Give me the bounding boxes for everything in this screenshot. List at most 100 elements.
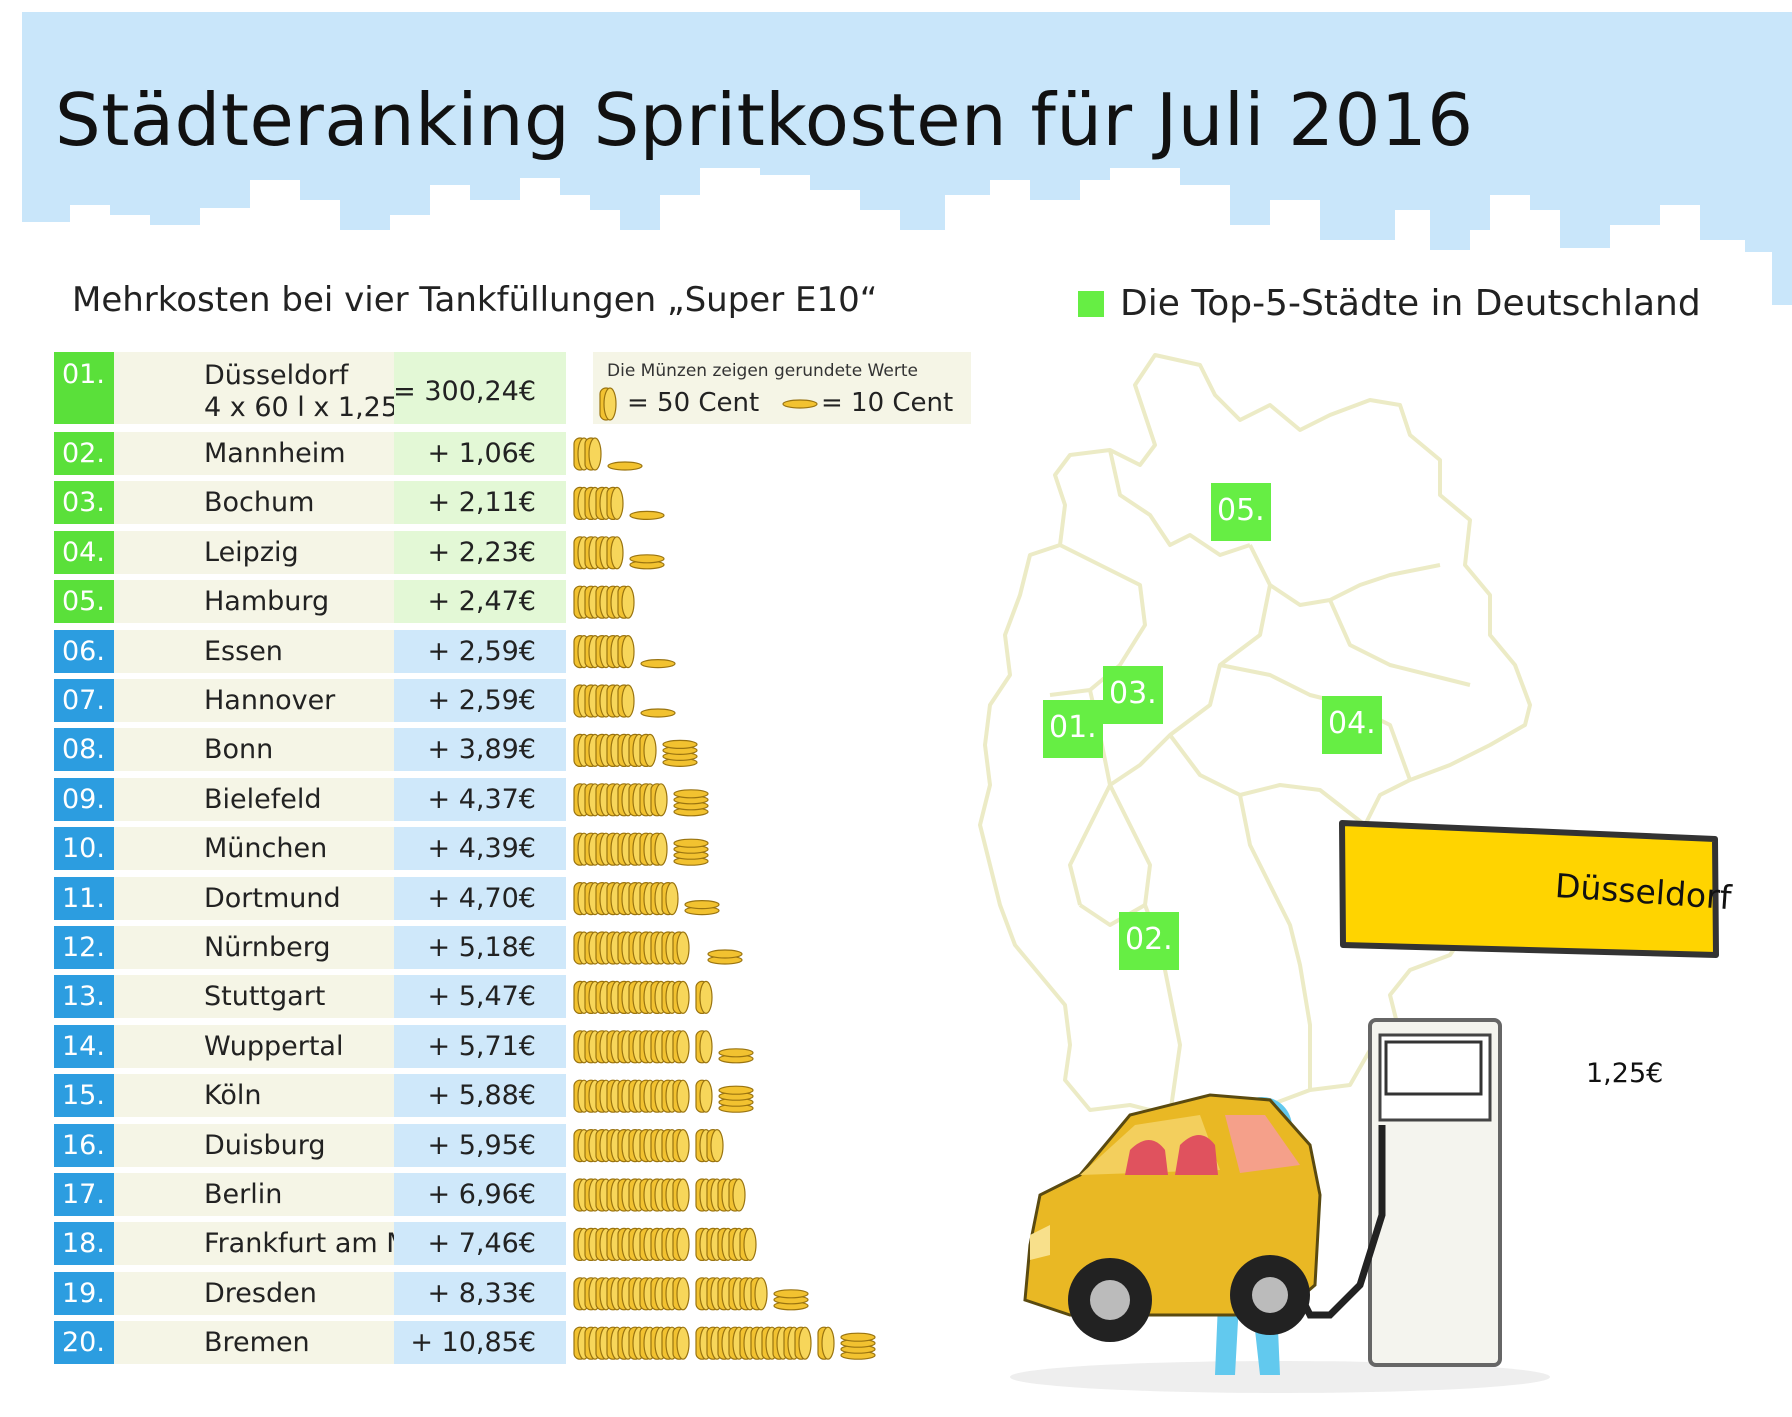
coin-50-cent bbox=[695, 1128, 713, 1163]
city-name: Bochum bbox=[204, 487, 315, 518]
coin-10-cent bbox=[673, 807, 709, 817]
rank-badge: 02. bbox=[54, 432, 114, 475]
car-icon bbox=[1023, 1093, 1322, 1342]
coin-50-cent bbox=[573, 684, 591, 718]
coin-10-cent bbox=[662, 745, 698, 756]
coin-10-cent bbox=[773, 1295, 809, 1305]
coin-50-cent bbox=[595, 1079, 613, 1113]
value-cell: + 2,59€ bbox=[394, 630, 566, 673]
green-square-icon bbox=[1078, 290, 1104, 317]
coin-50-cent bbox=[628, 1178, 646, 1212]
cost-value: + 5,18€ bbox=[427, 932, 536, 963]
city-cell: Wuppertal bbox=[114, 1025, 394, 1068]
cost-value: + 4,39€ bbox=[427, 833, 536, 864]
coin-50-cent bbox=[606, 881, 624, 916]
rank-badge: 06. bbox=[54, 630, 114, 673]
coin-10-cent bbox=[718, 1091, 754, 1101]
coin-50-cent bbox=[661, 1030, 679, 1064]
coin50-label: = 50 Cent bbox=[627, 388, 760, 418]
coin-50-cent bbox=[628, 1326, 646, 1360]
map-label-04: 04. bbox=[1322, 696, 1382, 754]
fuel-pump-icon bbox=[1286, 1018, 1502, 1367]
coin-10-cent bbox=[662, 751, 698, 762]
coin-50-cent bbox=[639, 931, 657, 965]
coin-50-cent bbox=[628, 783, 646, 817]
coin-50-cent bbox=[584, 1277, 602, 1311]
coin-50-cent bbox=[584, 980, 602, 1015]
coin-10-cent bbox=[773, 1289, 809, 1299]
coin-50-cent bbox=[650, 980, 668, 1015]
coin-50-cent bbox=[573, 585, 591, 619]
city-name: Duisburg bbox=[204, 1130, 326, 1161]
coin-50-cent bbox=[617, 1128, 635, 1163]
coin-50-cent bbox=[650, 1079, 668, 1113]
ranking-row: 09. Bielefeld + 4,37€ bbox=[54, 778, 566, 821]
rank-badge: 11. bbox=[54, 877, 114, 920]
coin-50-cent bbox=[573, 1178, 591, 1212]
city-cell: Bonn bbox=[114, 728, 394, 771]
coin-50-cent bbox=[639, 1178, 657, 1212]
coin-50-cent bbox=[661, 1326, 679, 1360]
coin-10-cent bbox=[707, 955, 743, 965]
coin-50-cent bbox=[717, 1227, 735, 1262]
coin-50-cent bbox=[606, 783, 624, 817]
coin-50-cent bbox=[695, 1030, 713, 1064]
value-cell: + 5,47€ bbox=[394, 975, 566, 1018]
cost-value: + 5,47€ bbox=[427, 981, 536, 1012]
coin-50-cent bbox=[794, 1326, 812, 1360]
coin-10-cent bbox=[662, 739, 698, 750]
coin-50-cent bbox=[650, 1277, 668, 1311]
coin-50-cent bbox=[573, 980, 591, 1015]
coin-10-cent bbox=[673, 789, 709, 799]
coin-50-cent bbox=[617, 1277, 635, 1311]
city-name: Berlin bbox=[204, 1179, 283, 1210]
rank-badge: 08. bbox=[54, 728, 114, 771]
coin-50-cent bbox=[573, 536, 591, 570]
coin-50-cent bbox=[761, 1326, 779, 1360]
coin-50-cent bbox=[695, 1277, 713, 1311]
coin-10-cent bbox=[718, 1054, 754, 1064]
value-cell: + 4,37€ bbox=[394, 778, 566, 821]
coin-50-cent bbox=[595, 733, 613, 768]
coin10-label: = 10 Cent bbox=[821, 388, 954, 418]
coin-50-cent bbox=[695, 1178, 713, 1212]
coin-10-cent bbox=[718, 1085, 754, 1095]
coin-50-cent bbox=[606, 634, 624, 669]
coin-50-cent bbox=[573, 1030, 591, 1064]
coin-50-cent bbox=[584, 931, 602, 965]
coin-50-cent bbox=[595, 931, 613, 965]
coin-50-cent bbox=[672, 1178, 690, 1212]
coin-50-cent bbox=[595, 1326, 613, 1360]
coin-50-cent bbox=[606, 1030, 624, 1064]
rank-badge: 17. bbox=[54, 1173, 114, 1216]
coin-50-cent bbox=[728, 1178, 746, 1212]
coin-50-cent bbox=[661, 1227, 679, 1262]
value-cell: + 8,33€ bbox=[394, 1272, 566, 1315]
ranking-row: 16. Duisburg + 5,95€ bbox=[54, 1124, 566, 1167]
coin-50-cent bbox=[617, 832, 635, 866]
coin-50-cent bbox=[650, 783, 668, 817]
city-cell: Bochum bbox=[114, 481, 394, 524]
cost-value: + 2,23€ bbox=[427, 537, 536, 568]
coin-50-cent bbox=[573, 832, 591, 866]
coin-50-cent bbox=[628, 881, 646, 916]
coin-50-cent bbox=[661, 980, 679, 1015]
cost-value: + 2,59€ bbox=[427, 636, 536, 667]
coin-50-cent bbox=[617, 733, 635, 768]
coin-10-cent bbox=[773, 1301, 809, 1311]
coin-10-cent bbox=[673, 844, 709, 854]
coin-50-cent bbox=[595, 1128, 613, 1163]
city-cell: Mannheim bbox=[114, 432, 394, 475]
rank-badge: 20. bbox=[54, 1321, 114, 1364]
value-cell: + 10,85€ bbox=[394, 1321, 566, 1364]
coin-50-cent bbox=[661, 1128, 679, 1163]
coin-50-cent bbox=[628, 733, 646, 768]
coin-50-cent bbox=[606, 832, 624, 866]
coin-50-cent bbox=[639, 980, 657, 1015]
city-cell: Bremen bbox=[114, 1321, 394, 1364]
rank-badge: 19. bbox=[54, 1272, 114, 1315]
city-cell: Hamburg bbox=[114, 580, 394, 623]
city-name: München bbox=[204, 833, 328, 864]
coin-50-cent bbox=[639, 1326, 657, 1360]
ranking-row: 05. Hamburg + 2,47€ bbox=[54, 580, 566, 623]
